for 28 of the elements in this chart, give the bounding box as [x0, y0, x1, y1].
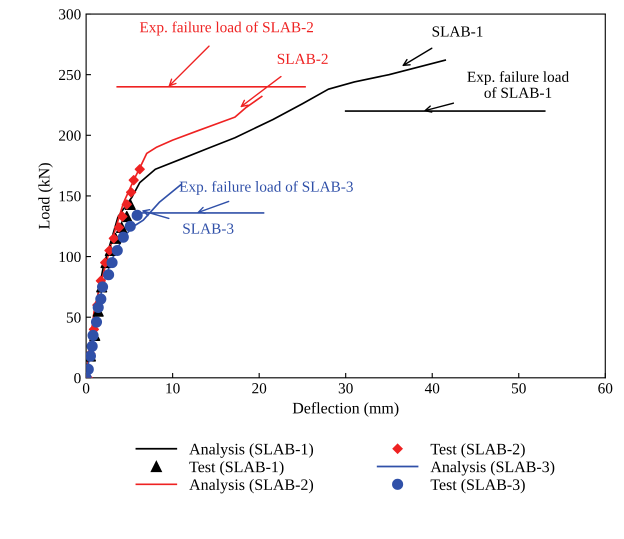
x-axis-title: Deflection (mm)	[292, 402, 398, 417]
y-tick-label: 50	[66, 312, 81, 323]
y-tick-label: 0	[74, 372, 81, 384]
x-tick-label: 0	[82, 383, 90, 394]
x-tick-label: 30	[338, 383, 353, 394]
legend-label: Test (SLAB-1)	[189, 461, 284, 476]
legend-label: Analysis (SLAB-1)	[189, 443, 314, 458]
legend-label: Analysis (SLAB-3)	[430, 461, 554, 476]
y-tick-label: 250	[59, 70, 81, 80]
annotation: SLAB-2	[278, 54, 328, 64]
x-tick-label: 40	[424, 383, 440, 394]
x-tick-label: 10	[166, 383, 180, 394]
annotation: SLAB-1	[432, 26, 482, 37]
legend-label: Analysis (SLAB-2)	[189, 478, 314, 494]
annotation: SLAB-3	[183, 223, 234, 234]
annotation: Exp. failure load of SLAB-1	[467, 71, 569, 98]
y-tick-label: 150	[60, 191, 81, 202]
y-tick-label: 300	[59, 9, 81, 20]
annotation: Exp. failure load of SLAB-2	[140, 21, 313, 36]
x-tick-label: 50	[512, 383, 526, 394]
x-tick-label: 60	[598, 383, 612, 394]
legend-label: Test (SLAB-3)	[430, 478, 525, 494]
x-tick-label: 20	[252, 383, 266, 394]
legend-label: Test (SLAB-2)	[430, 443, 525, 458]
annotation: Exp. failure load of SLAB-3	[180, 180, 353, 195]
y-axis-title: Load (kN)	[38, 163, 53, 229]
y-tick-label: 200	[59, 130, 81, 141]
y-tick-label: 100	[60, 252, 81, 262]
